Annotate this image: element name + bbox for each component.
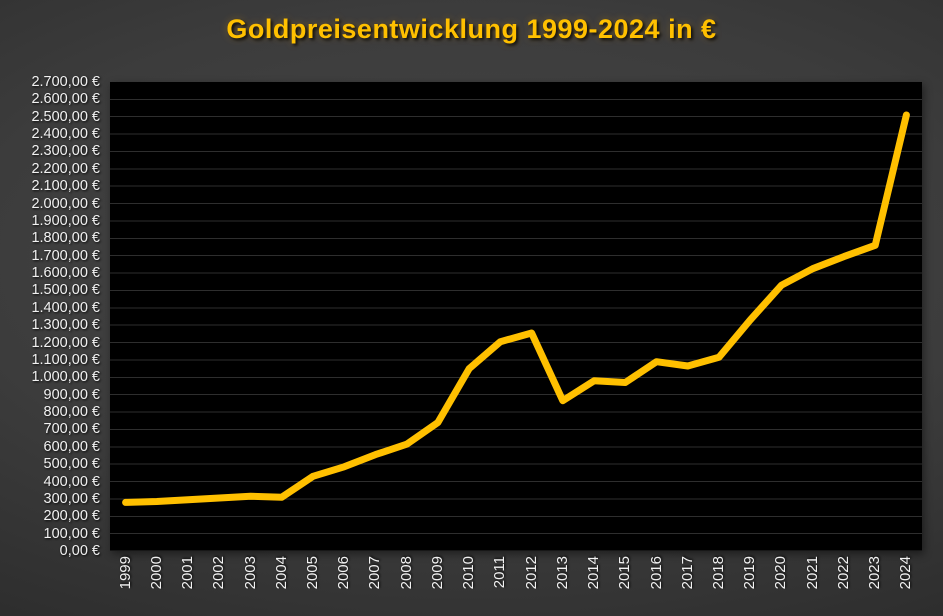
y-tick-label: 1.700,00 € — [31, 247, 100, 264]
x-tick-label: 2010 — [460, 556, 478, 590]
y-tick-label: 300,00 € — [43, 490, 100, 507]
x-tick-label: 1999 — [116, 556, 134, 590]
y-axis: 2.700,00 €2.600,00 €2.500,00 €2.400,00 €… — [0, 0, 103, 616]
x-tick-label: 2011 — [491, 556, 509, 589]
x-tick-label: 2021 — [803, 556, 821, 590]
y-tick-label: 700,00 € — [43, 421, 100, 438]
x-tick-label: 2017 — [678, 556, 696, 590]
x-tick-label: 2004 — [272, 556, 290, 590]
x-tick-label: 2020 — [772, 556, 790, 590]
y-tick-label: 1.600,00 € — [31, 265, 100, 282]
x-tick-label: 2007 — [366, 556, 384, 590]
x-axis: 1999 2000 2001 2002 2003 2004 2005 2006 2007 2008… — [110, 551, 922, 616]
y-tick-label: 100,00 € — [43, 525, 100, 542]
y-tick-label: 1.500,00 € — [31, 282, 100, 299]
y-tick-label: 0,00 € — [59, 543, 100, 559]
y-tick-label: 1.800,00 € — [31, 230, 100, 247]
y-tick-label: 1.000,00 € — [31, 369, 100, 386]
y-tick-label: 200,00 € — [43, 508, 100, 525]
x-tick-label: 2019 — [741, 556, 759, 590]
x-tick-label: 2001 — [179, 556, 197, 590]
x-tick-label: 2018 — [710, 556, 727, 590]
x-tick-label: 2013 — [553, 556, 571, 590]
y-tick-label: 2.700,00 € — [31, 74, 100, 90]
x-tick-label: 2015 — [616, 556, 634, 590]
x-tick-label: 2022 — [834, 556, 852, 590]
x-tick-label: 2012 — [522, 556, 540, 590]
y-tick-label: 2.200,00 € — [31, 160, 100, 177]
plot-area — [110, 82, 922, 551]
x-tick-label: 2016 — [647, 556, 665, 590]
x-tick-label: 2023 — [866, 556, 884, 590]
y-tick-label: 2.100,00 € — [31, 178, 100, 195]
y-tick-label: 2.500,00 € — [31, 108, 100, 125]
y-tick-label: 900,00 € — [43, 386, 100, 403]
y-tick-label: 500,00 € — [43, 456, 100, 473]
line-chart-svg — [110, 98, 922, 551]
y-tick-label: 2.600,00 € — [31, 91, 100, 108]
x-tick-label: 2014 — [585, 556, 603, 590]
y-tick-label: 2.400,00 € — [31, 126, 100, 143]
x-tick-label: 2009 — [428, 556, 446, 590]
x-tick-label: 2024 — [897, 556, 915, 590]
x-tick-label: 2008 — [397, 556, 415, 590]
chart-title: Goldpreisentwicklung 1999-2024 in € — [226, 14, 717, 44]
y-tick-label: 1.900,00 € — [31, 212, 100, 229]
gold-price-line — [122, 111, 910, 506]
x-tick-label: 2003 — [241, 556, 259, 590]
y-tick-label: 2.300,00 € — [31, 143, 100, 160]
x-tick-label: 2002 — [210, 556, 228, 590]
x-tick-label: 2000 — [147, 556, 165, 590]
x-tick-label: 2005 — [304, 556, 321, 590]
y-tick-label: 2.000,00 € — [31, 195, 100, 212]
y-tick-label: 1.200,00 € — [31, 334, 100, 351]
y-tick-label: 800,00 € — [43, 404, 100, 421]
y-tick-label: 600,00 € — [43, 438, 100, 455]
x-tick-label: 2006 — [335, 556, 353, 590]
y-tick-label: 1.400,00 € — [31, 299, 100, 316]
y-tick-label: 1.100,00 € — [31, 351, 100, 368]
y-tick-label: 400,00 € — [43, 473, 100, 490]
y-tick-label: 1.300,00 € — [31, 317, 100, 334]
